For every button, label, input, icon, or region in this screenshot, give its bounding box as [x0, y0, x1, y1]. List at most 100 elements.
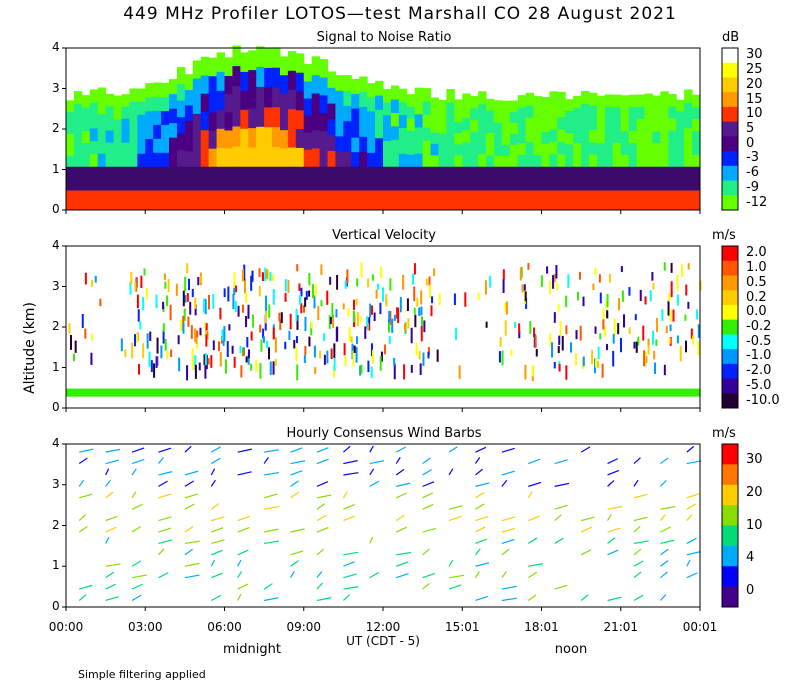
- velocity-cell: [250, 363, 253, 371]
- snr-cell: [612, 94, 622, 108]
- velocity-cell: [606, 343, 609, 351]
- snr-cell: [279, 190, 289, 210]
- velocity-cell: [393, 357, 396, 366]
- velocity-cell: [190, 325, 193, 339]
- wind-barb: [264, 471, 280, 476]
- wind-barb: [184, 562, 200, 567]
- velocity-cell: [314, 367, 317, 375]
- wind-barb: [79, 448, 94, 453]
- wind-barb: [396, 482, 411, 487]
- wind-barb: [422, 457, 431, 465]
- snr-cell: [272, 190, 281, 210]
- snr-cell: [668, 118, 677, 131]
- velocity-cell: [642, 325, 645, 341]
- velocity-cell: [131, 342, 134, 359]
- colorbar-label: -1.0: [746, 348, 772, 364]
- wind-barb: [501, 571, 508, 579]
- snr-cell: [589, 92, 598, 106]
- wind-barb: [475, 562, 490, 567]
- colorbar-label: -12: [746, 194, 768, 210]
- velocity-cell: [606, 294, 609, 308]
- wind-barb: [105, 571, 115, 579]
- wind-barb: [237, 549, 249, 556]
- snr-cell: [692, 118, 701, 132]
- velocity-cell: [186, 365, 189, 381]
- midnight-label: midnight: [223, 642, 281, 657]
- colorbar-swatch: [722, 334, 738, 350]
- wind-barb: [343, 460, 358, 465]
- snr-cell: [66, 155, 75, 167]
- wind-barb: [237, 471, 252, 476]
- wind-barb: [78, 479, 85, 487]
- snr-cell: [406, 190, 416, 210]
- snr-cell: [383, 127, 392, 142]
- velocity-cell: [205, 331, 208, 347]
- snr-cell: [525, 105, 535, 118]
- velocity-cell: [99, 298, 102, 307]
- velocity-cell: [388, 310, 391, 323]
- velocity-cell: [597, 346, 600, 360]
- velocity-cell: [298, 283, 301, 291]
- snr-cell: [240, 128, 249, 148]
- velocity-cell: [293, 340, 296, 349]
- wind-barb: [580, 526, 592, 533]
- snr-cell: [256, 46, 265, 67]
- snr-cell: [129, 166, 138, 191]
- velocity-cell: [326, 350, 329, 364]
- snr-cell: [335, 90, 344, 106]
- wind-barb: [237, 583, 249, 590]
- velocity-cell: [243, 264, 246, 281]
- snr-cell: [589, 117, 598, 131]
- velocity-cell: [303, 305, 306, 313]
- snr-cell: [533, 166, 542, 191]
- velocity-cell: [303, 355, 306, 364]
- snr-cell: [121, 190, 130, 210]
- y-tick-label: 1: [52, 359, 60, 374]
- wind-barb: [633, 493, 648, 499]
- snr-cell: [438, 155, 447, 167]
- wind-barb: [158, 527, 172, 533]
- snr-cell: [486, 132, 495, 145]
- velocity-cell: [416, 297, 419, 307]
- colorbar-swatch: [722, 586, 738, 608]
- wind-barb: [554, 459, 568, 465]
- snr-cell: [224, 111, 233, 131]
- snr-cell: [660, 190, 669, 210]
- snr-cell: [596, 166, 606, 191]
- colorbar-swatch: [722, 48, 738, 64]
- velocity-cell: [684, 340, 687, 353]
- wind-barb: [501, 585, 517, 590]
- snr-cell: [620, 154, 630, 167]
- velocity-cell: [342, 303, 345, 310]
- snr-cell: [517, 190, 527, 210]
- snr-cell: [161, 190, 170, 210]
- wind-barb: [290, 491, 300, 499]
- snr-cell: [89, 190, 99, 210]
- snr-cell: [121, 142, 130, 155]
- velocity-cell: [533, 327, 536, 338]
- colorbar-swatch: [722, 525, 738, 547]
- snr-cell: [596, 142, 606, 155]
- snr-cell: [184, 190, 194, 210]
- wind-barb: [607, 537, 616, 544]
- snr-cell: [176, 67, 186, 85]
- velocity-cell: [353, 299, 356, 310]
- snr-cell: [493, 122, 503, 134]
- snr-cell: [359, 76, 368, 92]
- panel2-unit: m/s: [712, 228, 736, 243]
- velocity-cell: [433, 268, 436, 277]
- wind-barb: [184, 445, 192, 453]
- wind-barb: [580, 446, 591, 453]
- wind-barb: [474, 571, 480, 578]
- snr-cell: [311, 56, 321, 76]
- colorbar-label: 0.2: [746, 289, 767, 305]
- wind-barb: [105, 491, 114, 499]
- y-tick-label: 0: [52, 599, 60, 613]
- velocity-cell: [247, 304, 250, 319]
- snr-cell: [184, 89, 194, 106]
- colorbar-frame: [721, 47, 739, 211]
- velocity-cell: [436, 349, 439, 362]
- velocity-cell: [184, 276, 187, 292]
- snr-cell: [383, 166, 392, 191]
- wind-barb: [184, 493, 199, 499]
